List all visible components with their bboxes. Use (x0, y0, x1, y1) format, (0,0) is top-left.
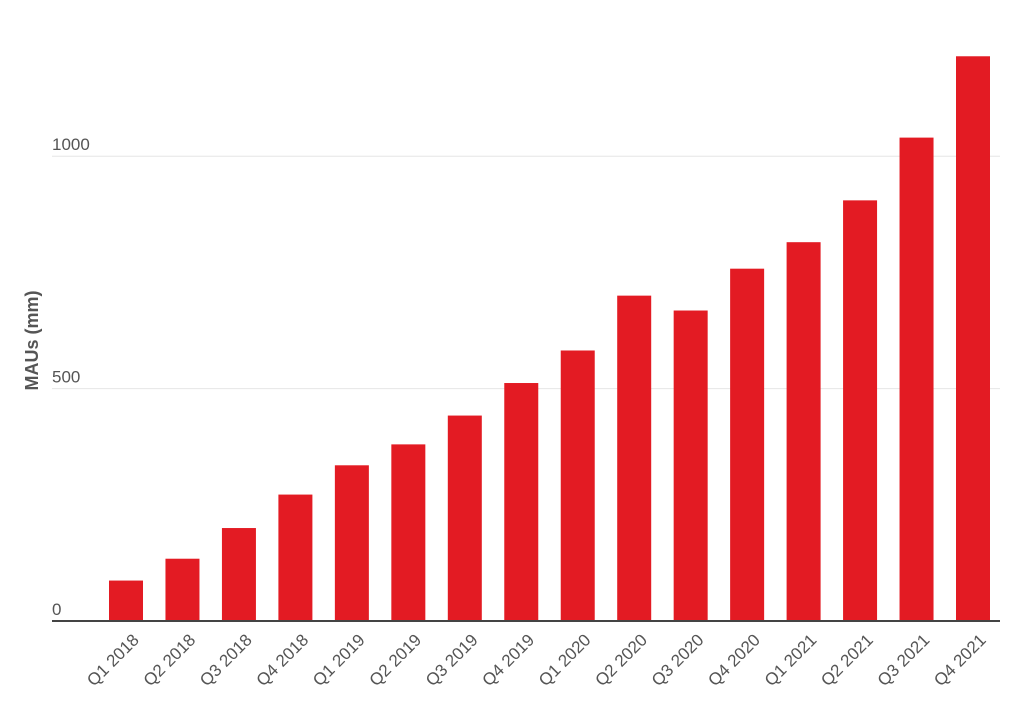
y-axis-ticks: 0 500 1000 (52, 135, 90, 619)
bar (617, 295, 652, 621)
bar (504, 383, 539, 621)
y-tick-label: 1000 (52, 135, 90, 154)
bar (278, 494, 313, 621)
y-tick-label: 500 (52, 368, 80, 387)
x-tick-label: Q4 2020 (704, 630, 764, 690)
y-axis-label: MAUs (mm) (22, 290, 42, 390)
x-tick-label: Q4 2019 (479, 630, 539, 690)
y-tick-label: 0 (52, 600, 61, 619)
x-tick-label: Q1 2019 (309, 630, 369, 690)
bars (109, 56, 990, 622)
bar (447, 415, 482, 621)
bar (334, 465, 369, 621)
x-tick-label: Q1 2021 (761, 630, 821, 690)
bar (730, 268, 765, 621)
x-tick-label: Q2 2020 (591, 630, 651, 690)
x-tick-label: Q4 2021 (930, 630, 990, 690)
bar (899, 137, 934, 621)
x-tick-label: Q3 2019 (422, 630, 482, 690)
x-tick-label: Q3 2018 (196, 630, 256, 690)
bar (843, 200, 878, 621)
bar (391, 444, 426, 621)
x-tick-label: Q4 2018 (253, 630, 313, 690)
bar (560, 350, 595, 621)
bar (786, 242, 821, 622)
x-tick-label: Q2 2019 (366, 630, 426, 690)
x-tick-label: Q3 2020 (648, 630, 708, 690)
bar (109, 580, 143, 621)
x-tick-label: Q2 2018 (140, 630, 200, 690)
x-tick-label: Q1 2018 (83, 630, 143, 690)
x-tick-label: Q1 2020 (535, 630, 595, 690)
bar (165, 558, 200, 621)
bar (673, 310, 708, 621)
bar (221, 528, 256, 621)
x-tick-label: Q2 2021 (817, 630, 877, 690)
x-tick-label: Q3 2021 (874, 630, 934, 690)
bar (956, 56, 990, 621)
